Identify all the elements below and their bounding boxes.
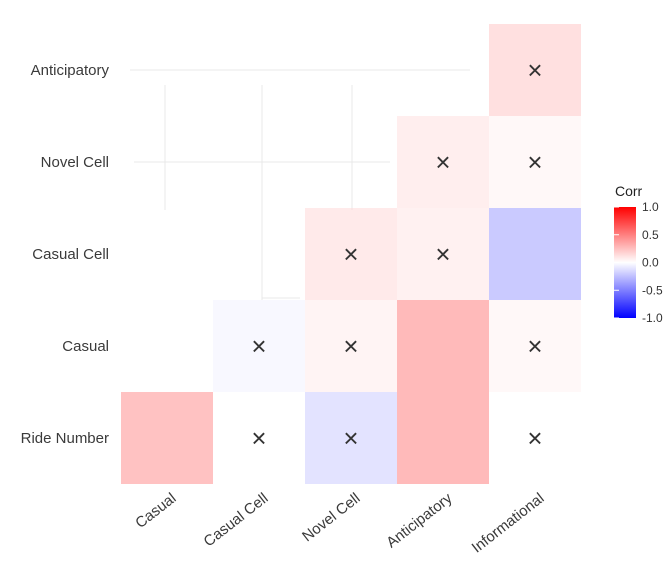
heatmap-cell-ride-number-casual-cell <box>213 392 305 484</box>
legend-tick-label: -0.5 <box>642 283 663 297</box>
heatmap-cells <box>121 24 581 484</box>
heatmap-cell-ride-number-casual <box>121 392 213 484</box>
x-axis-labels: Casual Casual Cell Novel Cell Anticipatory I… <box>132 489 547 556</box>
y-tick-label-anticipatory: Anticipatory <box>31 62 110 79</box>
x-tick-label-informational: Informational <box>469 490 548 557</box>
color-legend: Corr 1.0 0.5 0.0 -0.5 -1.0 <box>614 183 663 325</box>
legend-tick-label: 1.0 <box>642 200 659 214</box>
insignificant-mark: × <box>527 55 542 85</box>
insignificant-mark: × <box>527 331 542 361</box>
heatmap-cell-novel-cell-anticipatory <box>397 116 489 208</box>
heatmap-cell-ride-number-informational <box>489 392 581 484</box>
insignificant-mark: × <box>435 239 450 269</box>
legend-tick-label: 0.0 <box>642 256 659 270</box>
heatmap-cell-casual-casual-cell <box>213 300 305 392</box>
insignificance-marks: × × × × × × × × × × × <box>251 55 542 453</box>
heatmap-cell-casual-informational <box>489 300 581 392</box>
heatmap-cell-casual-novel-cell <box>305 300 397 392</box>
x-tick-label-casual-cell: Casual Cell <box>201 490 272 551</box>
heatmap-cell-casual-cell-anticipatory <box>397 208 489 300</box>
x-tick-label-novel-cell: Novel Cell <box>299 490 363 545</box>
insignificant-mark: × <box>435 147 450 177</box>
legend-colorbar <box>614 207 636 318</box>
insignificant-mark: × <box>343 331 358 361</box>
heatmap-cell-casual-cell-novel-cell <box>305 208 397 300</box>
heatmap-cell-ride-number-novel-cell <box>305 392 397 484</box>
heatmap-cell-anticipatory-informational <box>489 24 581 116</box>
legend-tick-label: 0.5 <box>642 228 659 242</box>
legend-title: Corr <box>615 183 643 199</box>
insignificant-mark: × <box>251 423 266 453</box>
legend-tick-label: -1.0 <box>642 311 663 325</box>
y-tick-label-casual-cell: Casual Cell <box>32 246 109 263</box>
insignificant-mark: × <box>343 239 358 269</box>
y-tick-label-novel-cell: Novel Cell <box>41 154 109 171</box>
heatmap-cell-casual-cell-informational <box>489 208 581 300</box>
heatmap-cell-novel-cell-informational <box>489 116 581 208</box>
insignificant-mark: × <box>251 331 266 361</box>
insignificant-mark: × <box>527 147 542 177</box>
insignificant-mark: × <box>343 423 358 453</box>
x-tick-label-anticipatory: Anticipatory <box>383 489 456 551</box>
heatmap-cell-ride-number-anticipatory <box>397 392 489 484</box>
y-tick-label-ride-number: Ride Number <box>21 430 109 447</box>
insignificant-mark: × <box>527 423 542 453</box>
heatmap-cell-casual-anticipatory <box>397 300 489 392</box>
x-tick-label-casual: Casual <box>132 490 179 532</box>
y-axis-labels: Ride Number Casual Casual Cell Novel Cell An… <box>21 62 110 447</box>
y-tick-label-casual: Casual <box>62 338 109 355</box>
grid-lines <box>130 69 470 300</box>
